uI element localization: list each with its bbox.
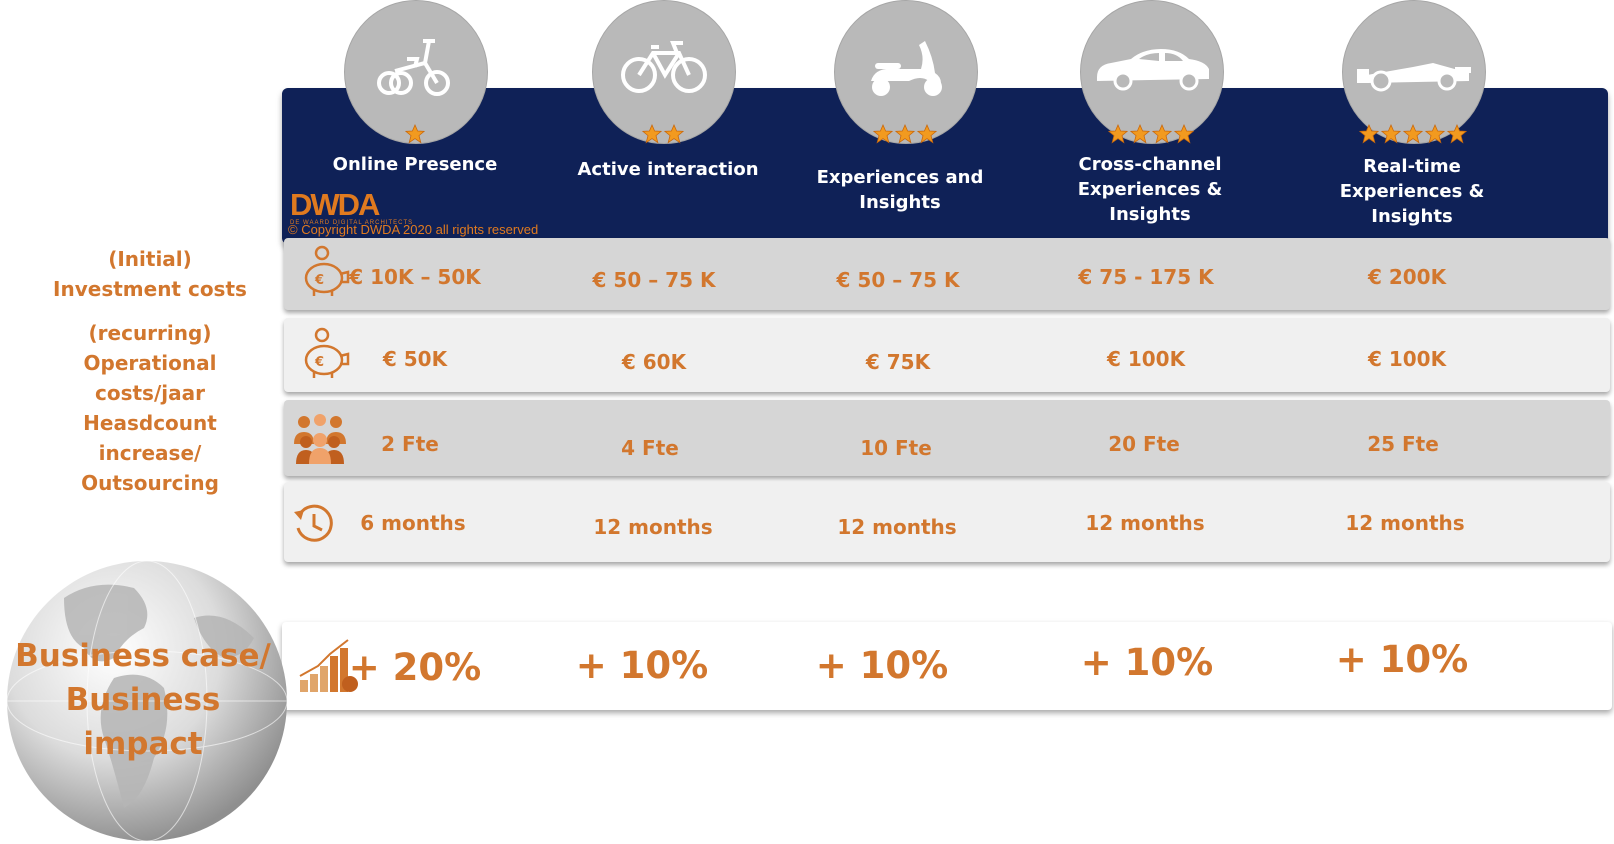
- globe-icon: [6, 560, 288, 842]
- row-label-investment: (Initial) Investment costs: [53, 247, 247, 301]
- column-4-circle: [1080, 0, 1224, 144]
- star-icon: [917, 124, 937, 144]
- star-icon: [1447, 124, 1467, 144]
- investment-cost-col-2: € 50 – 75 K: [592, 268, 716, 292]
- duration-col-2: 12 months: [593, 515, 713, 539]
- operational-cost-col-5: € 100K: [1367, 347, 1447, 371]
- column-4-stars: [1051, 124, 1251, 144]
- column-title-real-time: Real-time Experiences & Insights: [1339, 156, 1485, 227]
- headcount-row: [284, 400, 1610, 476]
- impact-col-2: + 10%: [575, 644, 709, 687]
- growth-chart-icon: [299, 639, 358, 692]
- copyright-text: © Copyright DWDA 2020 all rights reserve…: [288, 222, 539, 237]
- operational-cost-col-3: € 75K: [865, 350, 931, 374]
- column-title-experiences-insights: Experiences and Insights: [816, 167, 984, 213]
- column-2-circle: [592, 0, 736, 144]
- column-3-circle: [834, 0, 978, 144]
- star-icon: [1130, 124, 1150, 144]
- impact-col-4: + 10%: [1080, 641, 1214, 684]
- business-impact-row: [282, 622, 1612, 710]
- column-3-stars: [805, 124, 1005, 144]
- headcount-col-4: 20 Fte: [1108, 432, 1180, 456]
- operational-costs-row: [284, 318, 1610, 392]
- duration-col-3: 12 months: [837, 515, 957, 539]
- investment-costs-row: [284, 238, 1610, 310]
- star-icon: [1359, 124, 1379, 144]
- headcount-col-2: 4 Fte: [621, 436, 679, 460]
- tricycle-icon: [377, 39, 450, 96]
- column-2-stars: [563, 124, 763, 144]
- star-icon: [895, 124, 915, 144]
- column-5-circle: [1342, 0, 1486, 144]
- column-title-active-interaction: Active interaction: [577, 159, 759, 180]
- duration-col-1: 6 months: [360, 511, 466, 535]
- star-icon: [1152, 124, 1172, 144]
- investment-cost-col-4: € 75 - 175 K: [1078, 265, 1214, 289]
- star-icon: [642, 124, 662, 144]
- headcount-col-3: 10 Fte: [860, 436, 932, 460]
- column-title-online-presence: Online Presence: [332, 154, 498, 175]
- star-icon: [873, 124, 893, 144]
- investment-cost-col-1: € 10K – 50K: [349, 265, 481, 289]
- logo-text: DWDA: [290, 187, 380, 222]
- race-car-icon: [1357, 63, 1471, 92]
- impact-col-1: + 20%: [348, 646, 482, 689]
- star-icon: [1425, 124, 1445, 144]
- scooter-icon: [871, 41, 942, 96]
- investment-cost-col-5: € 200K: [1367, 265, 1447, 289]
- operational-cost-col-2: € 60K: [621, 350, 687, 374]
- duration-col-5: 12 months: [1345, 511, 1465, 535]
- people-group-icon: [294, 414, 346, 464]
- duration-col-4: 12 months: [1085, 511, 1205, 535]
- dwda-logo: DWDA DE WAARD DIGITAL ARCHITECTS: [290, 187, 414, 227]
- headcount-col-1: 2 Fte: [381, 432, 439, 456]
- row-label-operational: (recurring) Operational costs/jaar: [83, 321, 217, 405]
- column-1-stars: [315, 124, 515, 144]
- logo-subtitle: DE WAARD DIGITAL ARCHITECTS: [290, 220, 414, 226]
- piggy-bank-euro-icon: €: [304, 245, 350, 296]
- column-1-circle: [344, 0, 488, 144]
- svg-text:€: €: [314, 355, 324, 370]
- star-icon: [1174, 124, 1194, 144]
- row-label-headcount: Heasdcount increase/ Outsourcing: [81, 411, 219, 495]
- column-title-cross-channel: Cross-channel Experiences & Insights: [1077, 154, 1223, 225]
- star-icon: [1381, 124, 1401, 144]
- clock-icon: [294, 504, 333, 542]
- impact-col-5: + 10%: [1335, 638, 1469, 681]
- svg-text:€: €: [314, 273, 324, 288]
- headcount-col-5: 25 Fte: [1367, 432, 1439, 456]
- column-5-stars: [1313, 124, 1513, 144]
- operational-cost-col-4: € 100K: [1106, 347, 1186, 371]
- impact-col-3: + 10%: [815, 644, 949, 687]
- operational-cost-col-1: € 50K: [382, 347, 448, 371]
- car-icon: [1097, 49, 1209, 91]
- star-icon: [664, 124, 684, 144]
- bicycle-icon: [621, 41, 707, 93]
- star-icon: [1108, 124, 1128, 144]
- star-icon: [405, 124, 425, 144]
- investment-cost-col-3: € 50 – 75 K: [836, 268, 960, 292]
- business-impact-label: Business case/ Business impact: [15, 638, 271, 762]
- duration-row: [284, 482, 1610, 562]
- piggy-bank-euro-icon: €: [304, 327, 350, 378]
- star-icon: [1403, 124, 1423, 144]
